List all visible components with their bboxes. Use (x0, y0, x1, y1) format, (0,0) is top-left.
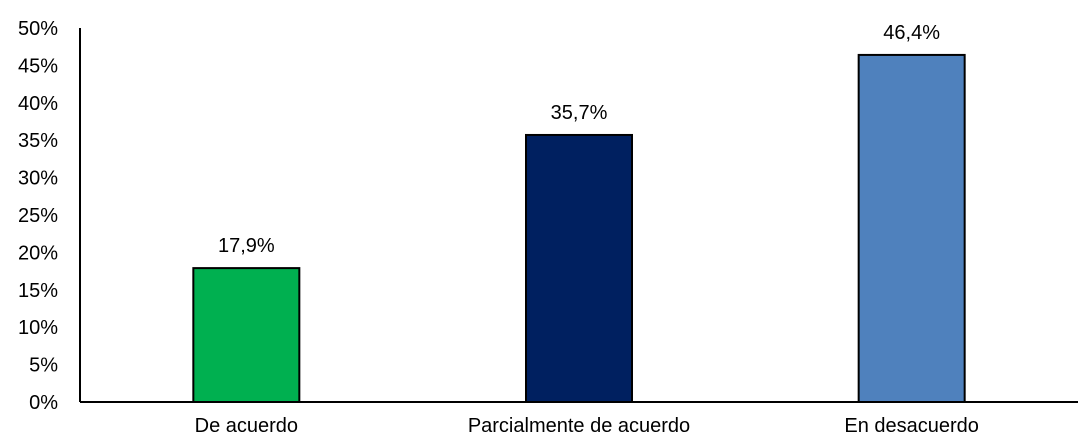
y-tick-label: 20% (18, 242, 58, 264)
y-tick-label: 35% (18, 130, 58, 152)
y-tick-label: 25% (18, 205, 58, 227)
y-tick-label: 30% (18, 168, 58, 190)
bar-2 (525, 133, 633, 404)
bars (192, 53, 966, 404)
y-axis-ticks: 0% 5% 10% 15% 20% 25% 30% 35% 40% 45% 50% (18, 18, 58, 414)
y-tick-label: 50% (18, 18, 58, 40)
y-tick-label: 45% (18, 55, 58, 77)
data-label: 46,4% (883, 22, 940, 44)
category-label: Parcialmente de acuerdo (468, 415, 690, 437)
data-label: 17,9% (218, 235, 275, 257)
data-labels: 17,9% 35,7% 46,4% (218, 22, 940, 257)
y-tick-label: 5% (29, 355, 58, 377)
y-tick-label: 10% (18, 317, 58, 339)
category-label: En desacuerdo (844, 415, 979, 437)
data-label: 35,7% (551, 102, 608, 124)
category-label: De acuerdo (195, 415, 298, 437)
category-labels: De acuerdo Parcialmente de acuerdo En desa… (195, 415, 979, 437)
y-tick-label: 15% (18, 280, 58, 302)
bar-3 (857, 53, 966, 403)
bar-1 (192, 267, 301, 403)
y-tick-label: 40% (18, 93, 58, 115)
y-tick-label: 0% (29, 392, 58, 414)
